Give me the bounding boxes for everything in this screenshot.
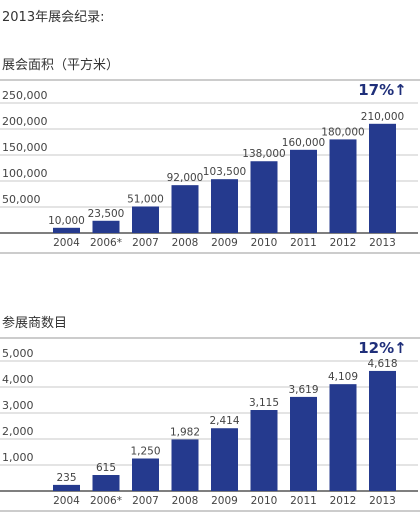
data-label: 10,000 bbox=[48, 215, 85, 227]
data-label: 1,982 bbox=[170, 426, 200, 438]
y-tick-label: 4,000 bbox=[2, 373, 34, 386]
data-label: 210,000 bbox=[361, 111, 404, 123]
x-tick-label: 2011 bbox=[290, 237, 317, 249]
y-tick-label: 250,000 bbox=[2, 89, 48, 102]
data-label: 3,115 bbox=[249, 397, 279, 409]
y-tick-label: 150,000 bbox=[2, 141, 48, 154]
y-tick-label: 2,000 bbox=[2, 425, 34, 438]
data-label: 138,000 bbox=[242, 148, 285, 160]
x-tick-label: 2006* bbox=[90, 495, 122, 507]
exhibitors-count-chart: 1,000 2,000 3,000 4,000 5,000 235 2004 615 2006*… bbox=[0, 337, 420, 512]
data-label: 1,250 bbox=[130, 446, 160, 458]
exhibitors-chart-title: 参展商数目 bbox=[2, 316, 68, 331]
x-tick-label: 2011 bbox=[290, 495, 317, 507]
bar bbox=[250, 410, 278, 491]
bar bbox=[53, 227, 80, 233]
bar bbox=[211, 428, 238, 491]
data-label: 235 bbox=[56, 472, 76, 484]
y-tick-label: 50,000 bbox=[2, 193, 41, 206]
x-tick-label: 2007 bbox=[132, 495, 159, 507]
x-tick-label: 2010 bbox=[251, 495, 278, 507]
data-label: 615 bbox=[96, 462, 116, 474]
x-tick-label: 2012 bbox=[330, 495, 357, 507]
bar bbox=[329, 384, 357, 491]
data-label: 51,000 bbox=[127, 193, 164, 205]
data-label: 4,109 bbox=[328, 371, 358, 383]
x-tick-label: 2004 bbox=[53, 495, 80, 507]
bar bbox=[250, 161, 278, 233]
page-header: 2013年展会纪录: bbox=[2, 10, 105, 25]
x-tick-label: 2013 bbox=[369, 237, 396, 249]
bar bbox=[92, 475, 120, 491]
y-tick-label: 3,000 bbox=[2, 399, 34, 412]
y-tick-label: 1,000 bbox=[2, 451, 34, 464]
x-tick-label: 2009 bbox=[211, 237, 238, 249]
data-label: 23,500 bbox=[88, 208, 125, 220]
bar bbox=[132, 206, 159, 233]
x-tick-label: 2012 bbox=[330, 237, 357, 249]
data-label: 103,500 bbox=[203, 166, 246, 178]
x-tick-label: 2010 bbox=[251, 237, 278, 249]
data-label: 180,000 bbox=[321, 126, 364, 138]
data-label: 2,414 bbox=[209, 415, 239, 427]
bar bbox=[171, 439, 199, 491]
x-tick-label: 2004 bbox=[53, 237, 80, 249]
exhibition-area-chart: 50,000 100,000 150,000 200,000 250,000 10,000… bbox=[0, 79, 420, 254]
bar bbox=[369, 370, 396, 491]
data-label: 160,000 bbox=[282, 137, 325, 149]
data-label: 92,000 bbox=[167, 172, 204, 184]
x-tick-label: 2008 bbox=[172, 495, 199, 507]
area-chart-title: 展会面积（平方米） bbox=[2, 58, 120, 73]
bar bbox=[369, 123, 396, 233]
y-tick-label: 5,000 bbox=[2, 347, 34, 360]
x-tick-label: 2008 bbox=[172, 237, 199, 249]
bar bbox=[92, 220, 120, 233]
bar bbox=[211, 179, 238, 233]
bar bbox=[132, 458, 159, 491]
bar bbox=[53, 484, 80, 491]
bar bbox=[290, 149, 317, 233]
y-tick-label: 100,000 bbox=[2, 167, 48, 180]
x-tick-label: 2007 bbox=[132, 237, 159, 249]
growth-badge: 17%↑ bbox=[358, 81, 406, 99]
data-label: 3,619 bbox=[288, 384, 318, 396]
bar bbox=[290, 396, 317, 491]
x-tick-label: 2009 bbox=[211, 495, 238, 507]
growth-badge: 12%↑ bbox=[358, 339, 406, 357]
data-label: 4,618 bbox=[367, 358, 397, 370]
bar bbox=[171, 185, 199, 233]
y-tick-label: 200,000 bbox=[2, 115, 48, 128]
bar bbox=[329, 139, 357, 233]
x-tick-label: 2013 bbox=[369, 495, 396, 507]
x-tick-label: 2006* bbox=[90, 237, 122, 249]
